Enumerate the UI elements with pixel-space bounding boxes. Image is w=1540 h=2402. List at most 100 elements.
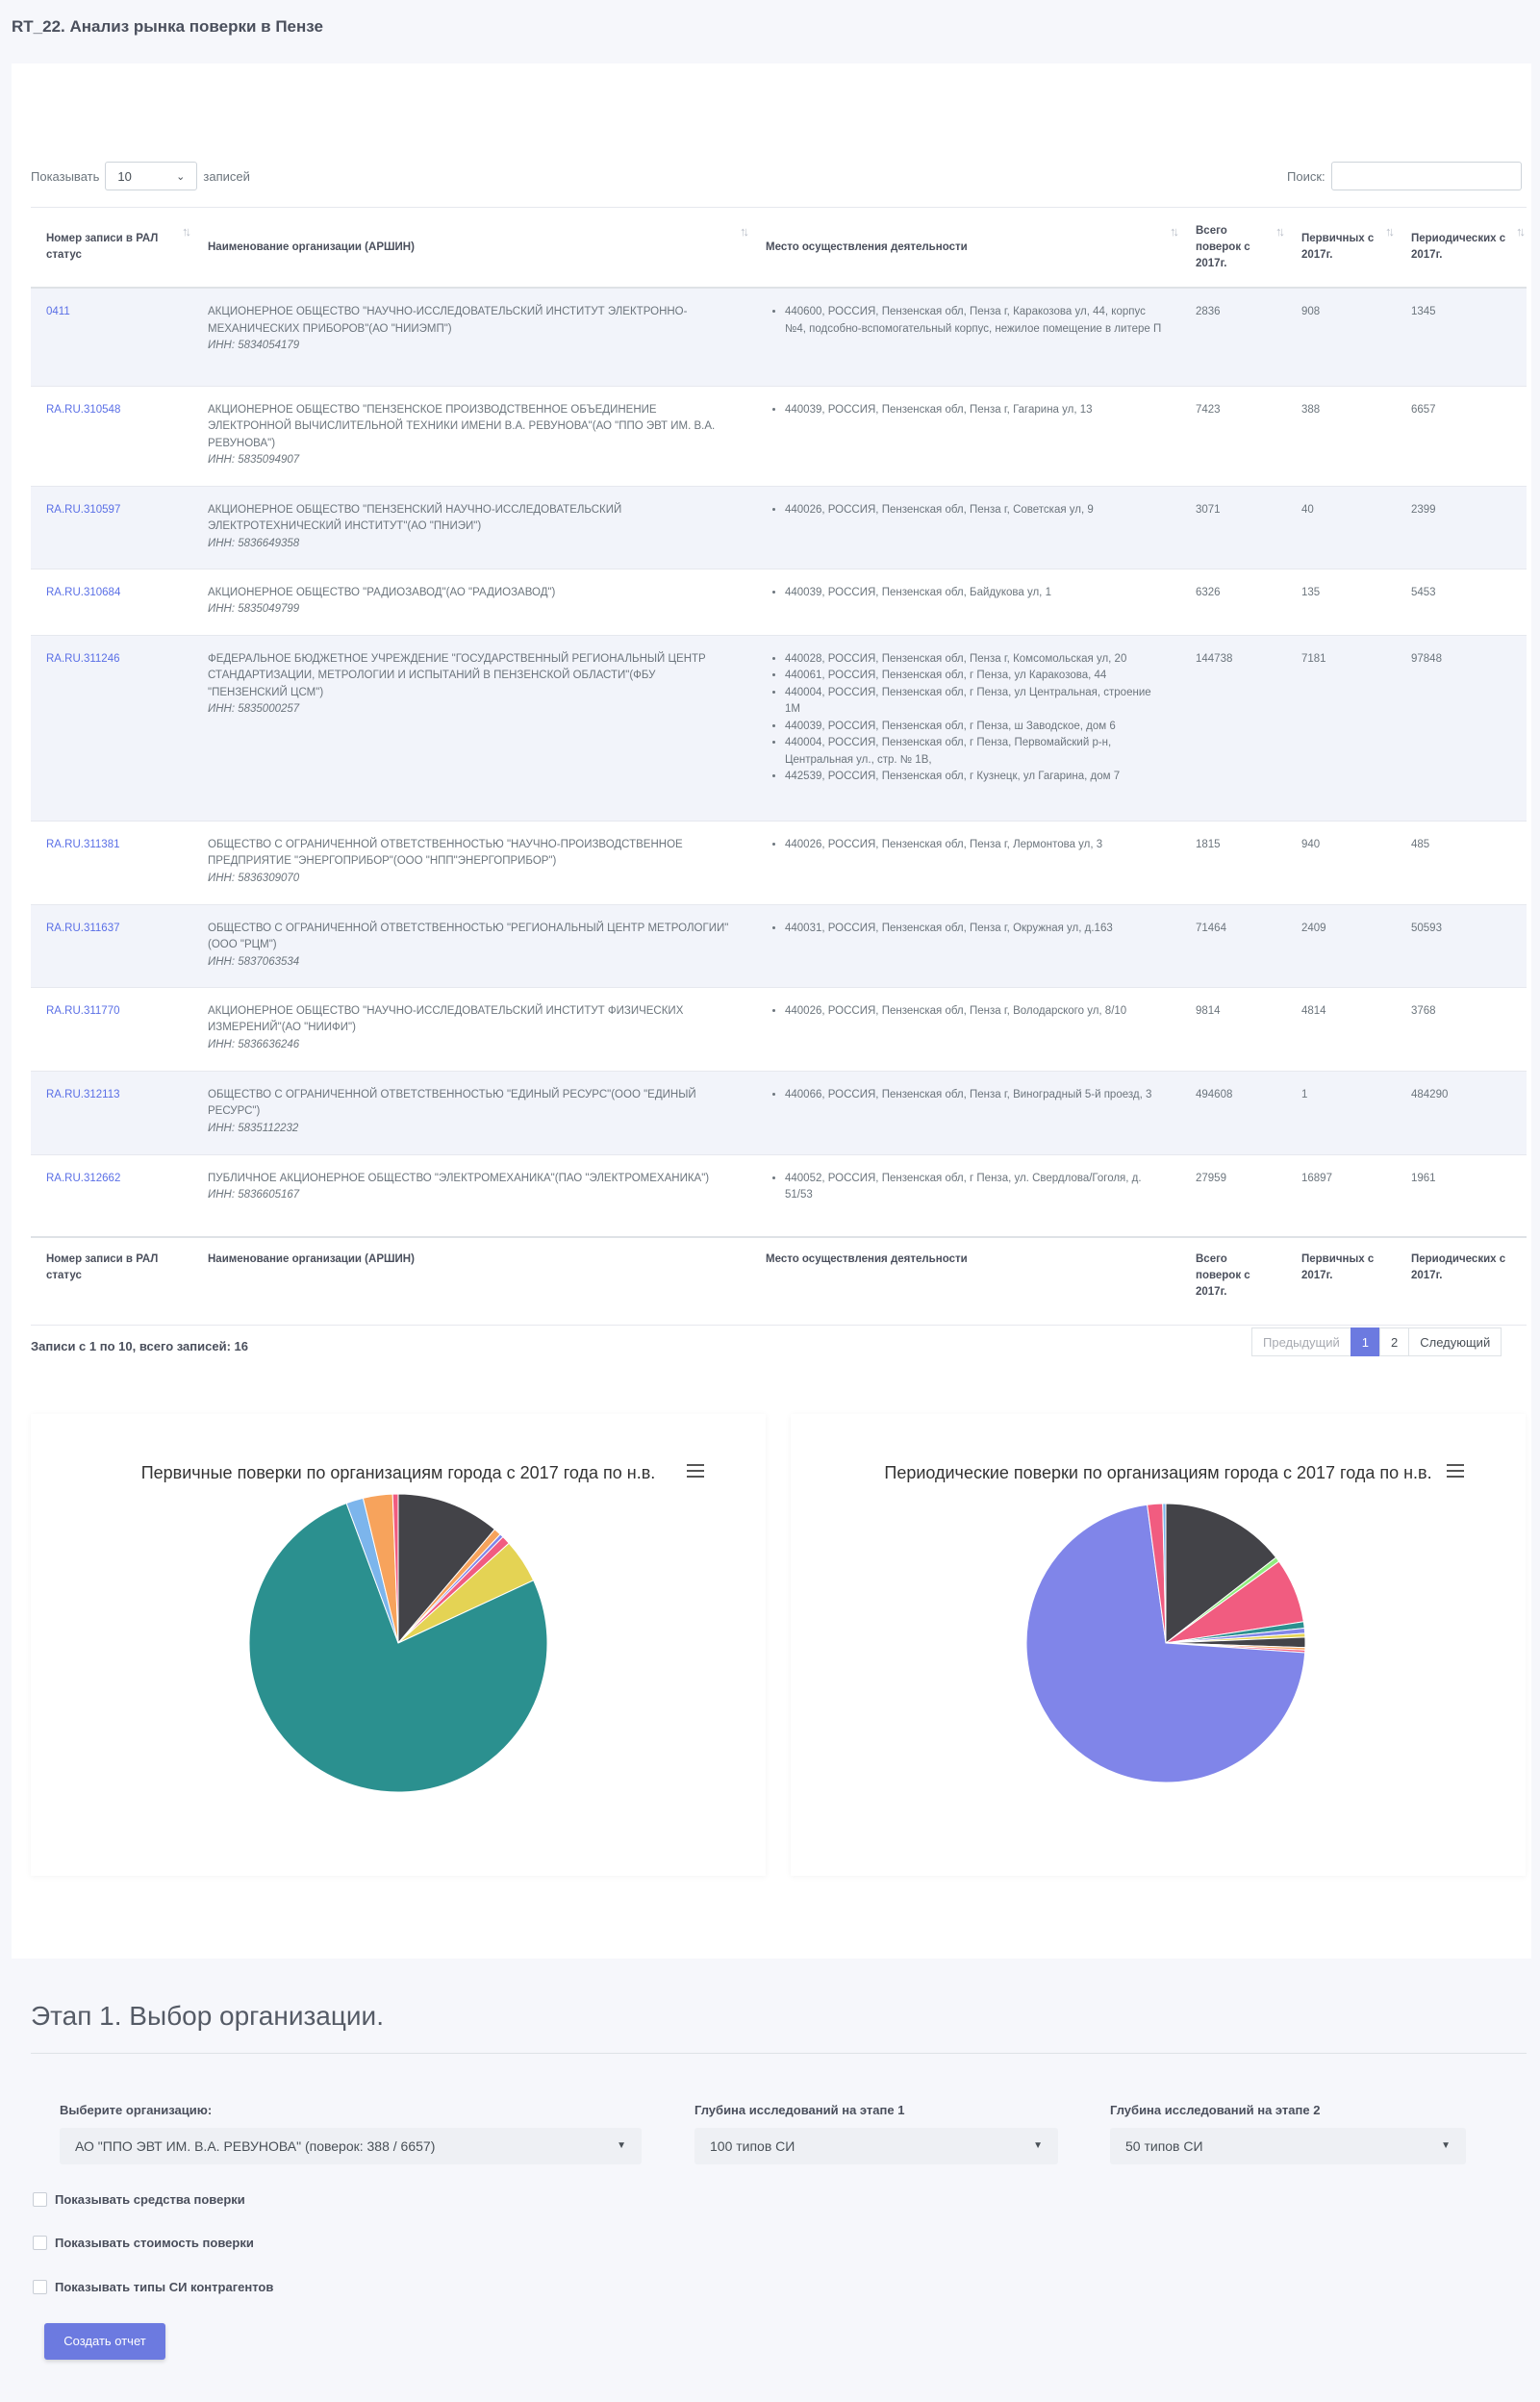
checkbox-box[interactable] — [33, 2280, 47, 2294]
address-item: 440039, РОССИЯ, Пензенская обл, г Пенза,… — [785, 719, 1165, 736]
record-cell: RA.RU.310684 — [31, 569, 192, 636]
address-cell: 440028, РОССИЯ, Пензенская обл, Пенза г,… — [750, 635, 1180, 822]
search-control: Поиск: — [1287, 162, 1522, 190]
col-header-record[interactable]: Номер записи в РАЛ статус ↑↓ — [31, 207, 192, 289]
create-report-button[interactable]: Создать отчет — [44, 2323, 165, 2360]
record-link[interactable]: RA.RU.310597 — [46, 503, 121, 516]
total-cell: 144738 — [1180, 635, 1286, 822]
pie-slice[interactable] — [1025, 1504, 1306, 1783]
depth1-select[interactable]: 100 типов СИ ▼ — [694, 2128, 1058, 2164]
org-name: ОБЩЕСТВО С ОГРАНИЧЕННОЙ ОТВЕТСТВЕННОСТЬЮ… — [208, 838, 683, 868]
periodic-cell: 6657 — [1396, 386, 1527, 487]
footer-periodic: Периодических с 2017г. — [1396, 1236, 1527, 1326]
footer-total: Всего поверок с 2017г. — [1180, 1236, 1286, 1326]
page-button-1[interactable]: 1 — [1350, 1327, 1380, 1356]
record-link[interactable]: RA.RU.310684 — [46, 586, 121, 598]
record-link[interactable]: RA.RU.312662 — [46, 1172, 121, 1184]
org-select[interactable]: АО "ППО ЭВТ ИМ. В.А. РЕВУНОВА" (поверок:… — [60, 2128, 642, 2164]
pie-slice[interactable] — [391, 1493, 399, 1644]
col-header-address[interactable]: Место осуществления деятельности ↑↓ — [750, 207, 1180, 289]
address-cell: 440026, РОССИЯ, Пензенская обл, Пенза г,… — [750, 821, 1180, 905]
address-item: 440026, РОССИЯ, Пензенская обл, Пенза г,… — [785, 502, 1165, 519]
search-input[interactable] — [1330, 162, 1522, 190]
periodic-cell: 97848 — [1396, 635, 1527, 822]
org-cell: ФЕДЕРАЛЬНОЕ БЮДЖЕТНОЕ УЧРЕЖДЕНИЕ "ГОСУДА… — [192, 635, 750, 822]
col-header-org[interactable]: Наименование организации (АРШИН) ↑↓ — [192, 207, 750, 289]
record-link[interactable]: RA.RU.310548 — [46, 403, 121, 416]
depth2-select[interactable]: 50 типов СИ ▼ — [1110, 2128, 1466, 2164]
org-name: АКЦИОНЕРНОЕ ОБЩЕСТВО "НАУЧНО-ИССЛЕДОВАТЕ… — [208, 306, 688, 335]
periodic-cell: 1961 — [1396, 1154, 1527, 1238]
pie-slice[interactable] — [1165, 1503, 1277, 1645]
length-control: Показывать 10 ⌄ записей — [31, 162, 250, 190]
show-verification-cost-checkbox[interactable]: Показывать стоимость поверки — [33, 2236, 254, 2250]
primary-cell: 16897 — [1286, 1154, 1396, 1238]
record-link[interactable]: RA.RU.311770 — [46, 1004, 120, 1017]
sort-icon: ↑↓ — [1516, 224, 1526, 239]
address-item: 440031, РОССИЯ, Пензенская обл, Пенза г,… — [785, 921, 1165, 938]
record-link[interactable]: 0411 — [46, 306, 70, 317]
checkbox-box[interactable] — [33, 2236, 47, 2250]
page-title: RT_22. Анализ рынка поверки в Пензе — [12, 17, 323, 36]
footer-primary: Первичных с 2017г. — [1286, 1236, 1396, 1326]
org-inn: ИНН: 5835094907 — [208, 454, 300, 466]
org-inn: ИНН: 5835112232 — [208, 1122, 299, 1134]
record-cell: RA.RU.310548 — [31, 386, 192, 487]
record-link[interactable]: RA.RU.312113 — [46, 1088, 120, 1100]
address-item: 440004, РОССИЯ, Пензенская обл, г Пенза,… — [785, 685, 1165, 719]
periodic-cell: 3768 — [1396, 987, 1527, 1072]
sort-icon: ↑↓ — [740, 224, 749, 239]
org-inn: ИНН: 5836636246 — [208, 1038, 300, 1050]
org-name: ОБЩЕСТВО С ОГРАНИЧЕННОЙ ОТВЕТСТВЕННОСТЬЮ… — [208, 1088, 696, 1118]
col-header-total[interactable]: Всего поверок с 2017г. ↑↓ — [1180, 207, 1286, 289]
show-counterparty-types-checkbox[interactable]: Показывать типы СИ контрагентов — [33, 2280, 273, 2294]
record-link[interactable]: RA.RU.311246 — [46, 652, 120, 665]
record-cell: RA.RU.312113 — [31, 1071, 192, 1155]
menu-icon[interactable] — [1447, 1464, 1464, 1478]
org-inn: ИНН: 5836649358 — [208, 537, 300, 549]
page-length-select[interactable]: 10 ⌄ — [105, 162, 198, 190]
periodic-cell: 485 — [1396, 821, 1527, 905]
primary-cell: 135 — [1286, 569, 1396, 636]
org-name: ОБЩЕСТВО С ОГРАНИЧЕННОЙ ОТВЕТСТВЕННОСТЬЮ… — [208, 922, 729, 951]
pie-slice[interactable] — [1162, 1503, 1167, 1644]
total-cell: 27959 — [1180, 1154, 1286, 1238]
col-header-periodic[interactable]: Периодических с 2017г. ↑↓ — [1396, 207, 1527, 289]
record-link[interactable]: RA.RU.311637 — [46, 922, 120, 934]
org-inn: ИНН: 5835000257 — [208, 703, 300, 715]
record-link[interactable]: RA.RU.311381 — [46, 838, 120, 850]
next-page-button[interactable]: Следующий — [1408, 1327, 1502, 1356]
address-item: 440026, РОССИЯ, Пензенская обл, Пенза г,… — [785, 1003, 1165, 1021]
stage-title: Этап 1. Выбор организации. — [31, 2001, 384, 2031]
caret-down-icon: ▼ — [617, 2140, 626, 2151]
primary-cell: 7181 — [1286, 635, 1396, 822]
org-cell: АКЦИОНЕРНОЕ ОБЩЕСТВО "РАДИОЗАВОД"(АО "РА… — [192, 569, 750, 636]
pie-slice[interactable] — [397, 1493, 496, 1645]
record-cell: RA.RU.311637 — [31, 904, 192, 988]
org-cell: АКЦИОНЕРНОЕ ОБЩЕСТВО "НАУЧНО-ИССЛЕДОВАТЕ… — [192, 288, 750, 387]
address-item: 440004, РОССИЯ, Пензенская обл, г Пенза,… — [785, 735, 1165, 769]
checkbox-box[interactable] — [33, 2192, 47, 2207]
sort-icon: ↑↓ — [1385, 224, 1395, 239]
total-cell: 6326 — [1180, 569, 1286, 636]
prev-page-button[interactable]: Предыдущий — [1251, 1327, 1351, 1356]
primary-cell: 40 — [1286, 486, 1396, 569]
page-button-2[interactable]: 2 — [1379, 1327, 1410, 1356]
address-item: 440052, РОССИЯ, Пензенская обл, г Пенза,… — [785, 1171, 1165, 1204]
address-item: 440039, РОССИЯ, Пензенская обл, Пенза г,… — [785, 402, 1165, 419]
periodic-cell: 5453 — [1396, 569, 1527, 636]
org-cell: АКЦИОНЕРНОЕ ОБЩЕСТВО "НАУЧНО-ИССЛЕДОВАТЕ… — [192, 987, 750, 1072]
pie-slice[interactable] — [248, 1503, 548, 1793]
org-inn: ИНН: 5837063534 — [208, 955, 300, 968]
menu-icon[interactable] — [687, 1464, 704, 1478]
primary-cell: 1 — [1286, 1071, 1396, 1155]
col-header-primary[interactable]: Первичных с 2017г. ↑↓ — [1286, 207, 1396, 289]
record-cell: RA.RU.311381 — [31, 821, 192, 905]
org-name: АКЦИОНЕРНОЕ ОБЩЕСТВО "НАУЧНО-ИССЛЕДОВАТЕ… — [208, 1004, 684, 1034]
sort-icon: ↑↓ — [1275, 224, 1285, 239]
show-label: Показывать — [31, 168, 100, 184]
total-cell: 2836 — [1180, 288, 1286, 387]
org-select-label: Выберите организацию: — [60, 2103, 213, 2117]
record-cell: RA.RU.312662 — [31, 1154, 192, 1238]
show-verification-means-checkbox[interactable]: Показывать средства поверки — [33, 2192, 245, 2207]
